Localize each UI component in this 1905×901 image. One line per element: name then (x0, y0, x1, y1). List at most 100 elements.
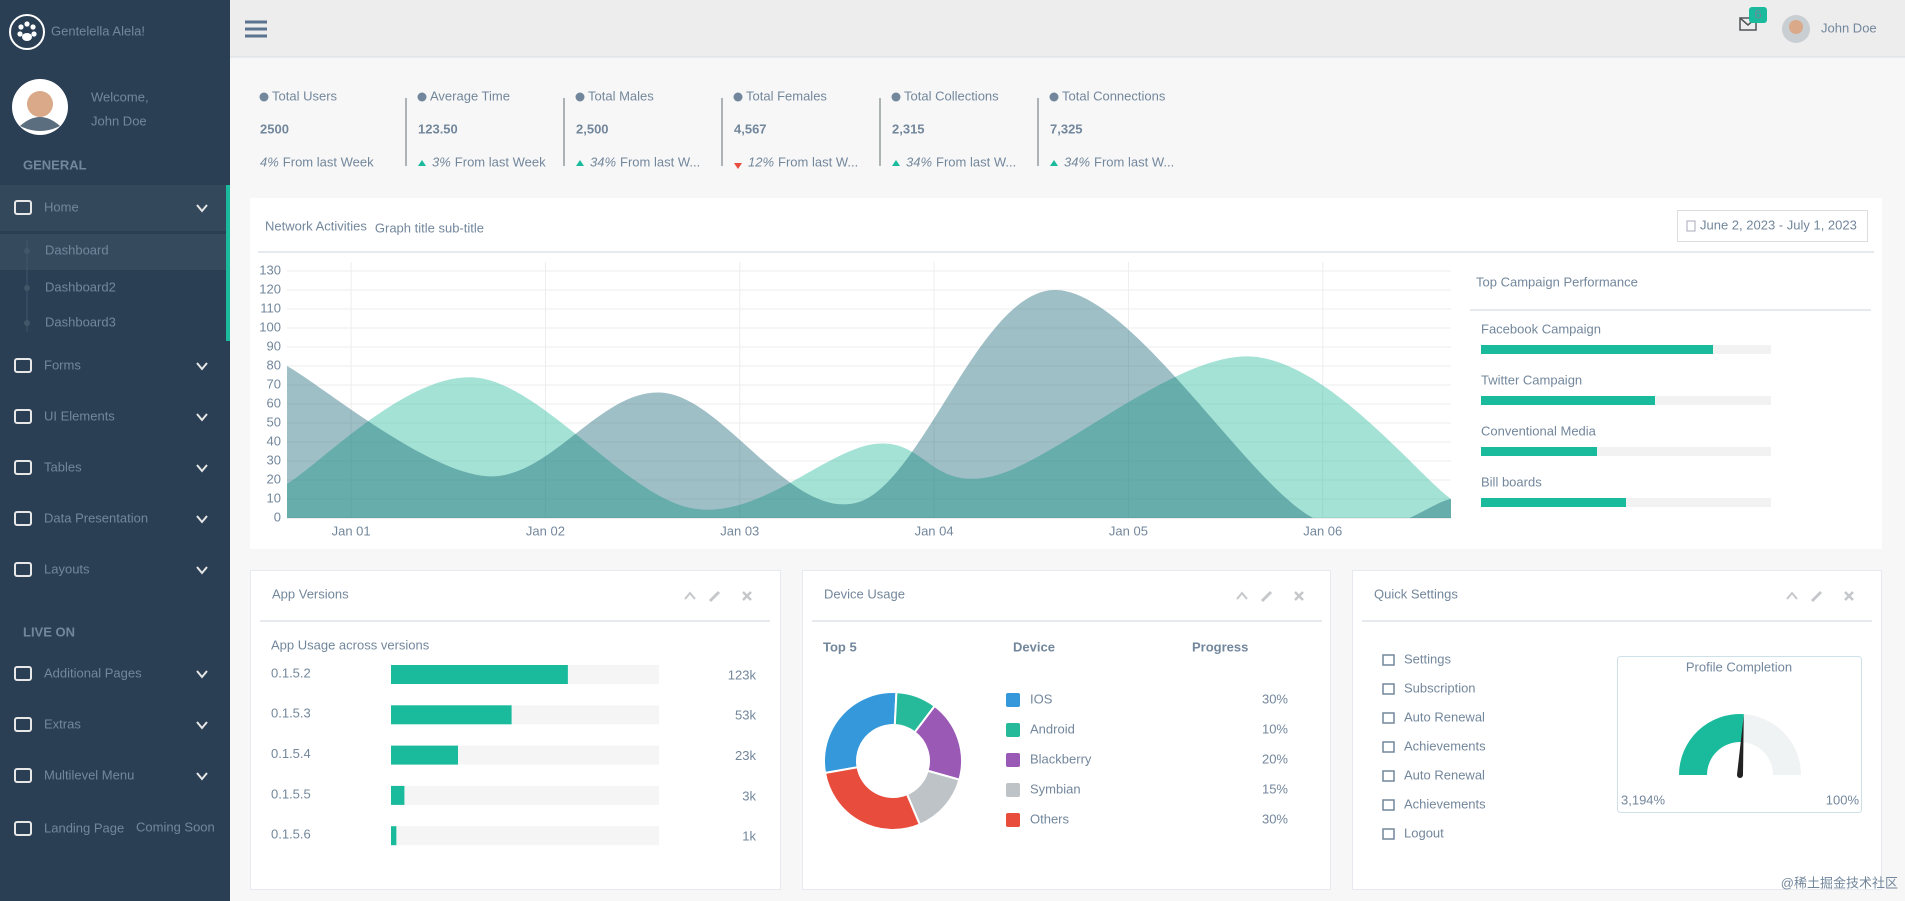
settings-link[interactable]: Auto Renewal (1404, 709, 1485, 724)
collapse-icon[interactable] (684, 591, 696, 600)
menu-icon (14, 666, 32, 681)
tile-label: Total Females (746, 88, 827, 103)
donut-slice (823, 691, 898, 775)
table-header: Top 5 (823, 639, 857, 654)
link-icon (1382, 799, 1395, 811)
brand: Gentelella Alela! (51, 23, 145, 38)
gauge-hub (1737, 772, 1743, 778)
close-icon[interactable] (742, 591, 752, 601)
menu-icon (14, 358, 32, 373)
menu-item[interactable]: Landing Page (44, 820, 124, 835)
version-count: 1k (742, 829, 756, 844)
device-percent: 20% (1262, 751, 1288, 766)
tile-icon (417, 92, 427, 102)
chevron-icon[interactable] (196, 566, 208, 575)
date-range[interactable]: June 2, 2023 - July 1, 2023 (1700, 217, 1857, 232)
menu-item[interactable]: Extras (44, 716, 81, 731)
tile-icon (575, 92, 585, 102)
submenu-item[interactable]: Dashboard (45, 242, 109, 257)
settings-link[interactable]: Auto Renewal (1404, 767, 1485, 782)
table-header: Progress (1192, 639, 1248, 654)
settings-icon[interactable] (708, 590, 721, 603)
device-percent: 15% (1262, 781, 1288, 796)
menu-item[interactable]: Data Presentation (44, 510, 148, 525)
menu-item[interactable]: Home (44, 199, 79, 214)
chevron-icon[interactable] (196, 204, 208, 213)
settings-link[interactable]: Achievements (1404, 796, 1486, 811)
collapse-icon[interactable] (1236, 591, 1248, 600)
user-menu[interactable]: John Doe (1821, 20, 1877, 35)
link-icon (1382, 770, 1395, 782)
logo-paw (30, 24, 36, 30)
chevron-icon[interactable] (196, 362, 208, 371)
menu-badge[interactable]: Coming Soon (136, 819, 215, 834)
close-icon[interactable] (1844, 591, 1854, 601)
profile-title: Profile Completion (1686, 659, 1792, 674)
x-tick-label: Jan 02 (526, 523, 565, 538)
progress-bar (391, 705, 512, 725)
submenu-item[interactable]: Dashboard3 (45, 314, 116, 329)
area-series (287, 289, 1451, 518)
settings-link[interactable]: Settings (1404, 651, 1451, 666)
campaign-label: Facebook Campaign (1481, 321, 1601, 336)
settings-link[interactable]: Achievements (1404, 738, 1486, 753)
tile-value: 4,567 (734, 121, 767, 136)
trend-arrow (892, 160, 900, 166)
menu-icon (14, 562, 32, 577)
chevron-icon[interactable] (196, 515, 208, 524)
chevron-icon[interactable] (196, 413, 208, 422)
tile-trend: 34% (906, 154, 932, 169)
user-name: John Doe (91, 113, 147, 128)
tile-trend-text: From last W... (936, 154, 1016, 169)
panel-title: Device Usage (824, 586, 905, 601)
close-icon[interactable] (1294, 591, 1304, 601)
progress-bar (1481, 396, 1655, 405)
submenu-dot (24, 285, 30, 291)
chevron-icon[interactable] (196, 464, 208, 473)
version-label: 0.1.5.2 (271, 665, 311, 680)
trend-arrow (418, 160, 426, 166)
menu-item[interactable]: Additional Pages (44, 665, 142, 680)
menu-item[interactable]: Tables (44, 459, 82, 474)
trend-arrow (734, 163, 742, 169)
gauge-min-label: 3,194% (1621, 792, 1666, 807)
settings-link[interactable]: Subscription (1404, 680, 1476, 695)
y-tick-label: 100 (259, 319, 281, 334)
menu-icon (14, 409, 32, 424)
y-tick-label: 50 (267, 414, 281, 429)
settings-icon[interactable] (1260, 590, 1273, 603)
menu-toggle[interactable] (245, 20, 267, 24)
mail-icon[interactable] (1739, 17, 1757, 31)
submenu-item[interactable]: Dashboard2 (45, 279, 116, 294)
menu-toggle[interactable] (245, 34, 267, 38)
sidebar (0, 0, 230, 901)
tile-icon (1049, 92, 1059, 102)
progress-bar (1481, 447, 1597, 456)
watermark: @稀土掘金技术社区 (1781, 875, 1898, 890)
menu-item[interactable]: Multilevel Menu (44, 767, 134, 782)
version-count: 123k (728, 667, 757, 682)
legend-swatch (1006, 783, 1020, 797)
menu-item[interactable]: UI Elements (44, 408, 115, 423)
settings-link[interactable]: Logout (1404, 825, 1444, 840)
campaign-label: Conventional Media (1481, 423, 1597, 438)
menu-toggle[interactable] (245, 27, 267, 31)
menu-item[interactable]: Layouts (44, 561, 90, 576)
logo-paw (18, 24, 24, 30)
menu-item[interactable]: Forms (44, 357, 81, 372)
settings-icon[interactable] (1810, 590, 1823, 603)
logo-circle (9, 14, 45, 50)
chevron-icon[interactable] (196, 772, 208, 781)
chevron-icon[interactable] (196, 721, 208, 730)
version-count: 53k (735, 708, 756, 723)
gauge-max-label: 100% (1826, 792, 1860, 807)
panel-title: Network Activities (265, 218, 367, 233)
version-label: 0.1.5.6 (271, 827, 311, 842)
area-series (287, 356, 1451, 518)
collapse-icon[interactable] (1786, 591, 1798, 600)
date-picker[interactable] (1677, 210, 1868, 242)
version-count: 23k (735, 748, 756, 763)
chevron-icon[interactable] (196, 670, 208, 679)
active-menu-bg (0, 185, 226, 231)
link-icon (1382, 741, 1395, 753)
